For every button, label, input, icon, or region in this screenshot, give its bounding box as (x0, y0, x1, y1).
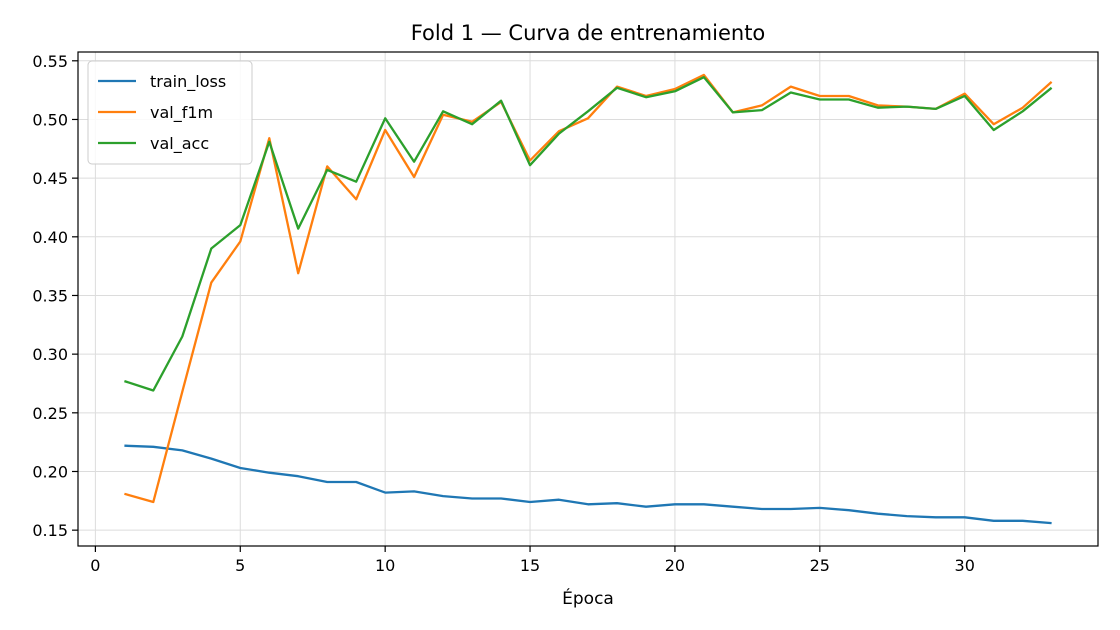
series-line-train-loss (124, 444, 1052, 525)
legend-label: val_acc (150, 134, 209, 154)
x-axis-label: Época (562, 587, 614, 609)
legend-label: val_f1m (150, 103, 213, 123)
x-tick-label: 0 (90, 556, 100, 575)
y-tick-label: 0.35 (32, 286, 68, 305)
x-tick-label: 15 (520, 556, 540, 575)
y-tick-label: 0.20 (32, 462, 68, 481)
data-series (124, 73, 1053, 525)
x-tick-label: 25 (810, 556, 830, 575)
y-tick-label: 0.30 (32, 345, 68, 364)
x-tick-label: 10 (375, 556, 395, 575)
x-tick-label: 5 (235, 556, 245, 575)
y-tick-label: 0.15 (32, 521, 68, 540)
legend-box (87, 60, 253, 165)
series-line-val-acc (124, 76, 1053, 392)
y-tick-label: 0.40 (32, 228, 68, 247)
axis-ticks: 0 5 10 15 20 25 30 0.15 0.20 0.25 0.30 0.35 0.40 0.45… (32, 52, 975, 575)
y-tick-label: 0.55 (32, 52, 68, 71)
series-line-val-f1m (124, 73, 1053, 504)
y-tick-label: 0.45 (32, 169, 68, 188)
y-tick-label: 0.50 (32, 110, 68, 129)
y-tick-label: 0.25 (32, 404, 68, 423)
x-tick-label: 30 (955, 556, 975, 575)
chart-title: Fold 1 — Curva de entrenamiento (411, 21, 766, 45)
grid-lines (78, 52, 1098, 546)
x-tick-label: 20 (665, 556, 685, 575)
legend: train_loss val_f1m val_acc (87, 60, 253, 165)
legend-label: train_loss (150, 72, 226, 92)
plot-area-frame (77, 51, 1099, 547)
